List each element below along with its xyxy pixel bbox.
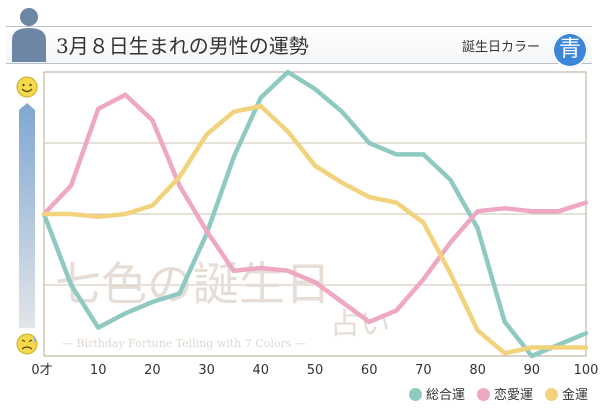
legend-swatch — [408, 388, 422, 401]
male-person-icon — [12, 8, 46, 62]
fortune-scale-bar — [19, 103, 35, 328]
birthday-color-badge: 青 — [552, 32, 588, 68]
legend-swatch — [544, 388, 558, 401]
x-tick-label: 10 — [90, 363, 107, 378]
legend-swatch — [476, 388, 490, 401]
smiley-face-icon — [16, 76, 38, 98]
x-tick-label: 20 — [144, 363, 161, 378]
watermark-sub: 占い — [330, 307, 390, 342]
x-tick-label: 40 — [253, 363, 270, 378]
legend-label: 金運 — [561, 388, 588, 403]
series-line-3 — [41, 103, 589, 356]
series-lines — [41, 69, 589, 359]
x-tick-label: 30 — [198, 363, 215, 378]
header-box — [6, 26, 592, 64]
x-tick-label: 80 — [469, 363, 486, 378]
legend-item: 金運 — [544, 384, 588, 403]
x-tick-label: 50 — [307, 363, 324, 378]
chart-legend: 総合運 恋愛運 金運 — [397, 384, 588, 403]
x-axis-ticks: 0才 10 20 30 40 50 60 70 80 90 100 — [31, 363, 598, 378]
x-tick-label: 60 — [361, 363, 378, 378]
watermark-tagline: — Birthday Fortune Telling with 7 Colors… — [62, 337, 306, 350]
page-title: 3月８日生まれの男性の運勢 — [56, 34, 309, 58]
x-tick-label: 70 — [415, 363, 432, 378]
series-line-1 — [41, 69, 589, 359]
x-tick-label: 0才 — [31, 363, 52, 378]
legend-item: 総合運 — [408, 384, 465, 403]
legend-label: 恋愛運 — [493, 388, 533, 403]
birthday-color-label: 誕生日カラー — [461, 40, 540, 55]
x-tick-label: 90 — [524, 363, 541, 378]
header: 3月８日生まれの男性の運勢 誕生日カラー 青 — [0, 0, 600, 68]
x-tick-label: 100 — [574, 363, 599, 378]
legend-item: 恋愛運 — [476, 384, 533, 403]
series-line-2 — [41, 92, 589, 325]
legend-label: 総合運 — [425, 388, 465, 403]
